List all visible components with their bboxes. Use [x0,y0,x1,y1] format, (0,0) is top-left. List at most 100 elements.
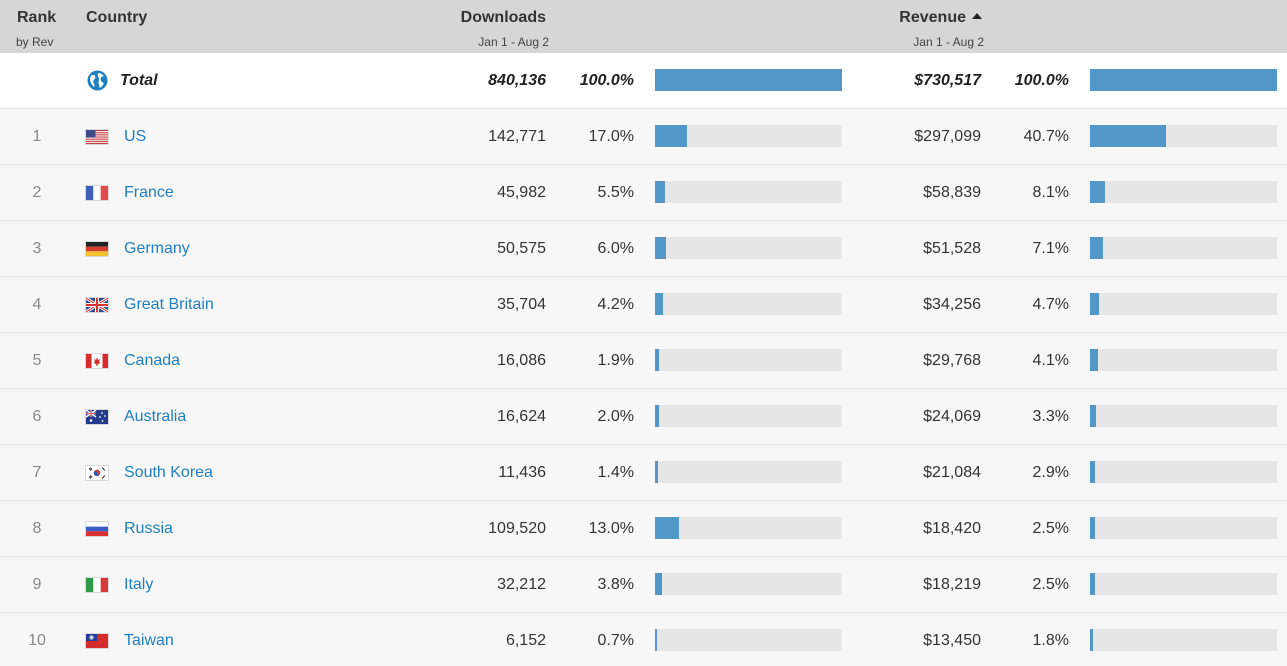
revenue-bar [1090,181,1277,203]
downloads-value: 16,086 [497,352,546,369]
downloads-value: 109,520 [488,520,546,537]
revenue-percent: 2.5% [1032,520,1069,537]
downloads-column-header[interactable]: Downloads [460,9,546,26]
sort-ascending-icon [972,13,982,19]
france-flag-icon [86,186,108,200]
downloads-bar-fill [655,181,665,203]
rank-number: 7 [32,464,42,481]
table-row: 2 France 45,982 5.5% $58,839 8.1% [0,165,1287,221]
revenue-value: $51,528 [923,240,981,257]
table-row: 5 Canada 16,086 1.9% $29,768 4.1% [0,333,1287,389]
table-row: 3 Germany 50,575 6.0% $51,528 7.1% [0,221,1287,277]
revenue-bar-fill [1090,237,1103,259]
rank-number: 3 [32,240,42,257]
revenue-column-label: Revenue [899,9,966,26]
downloads-bar-fill [655,237,666,259]
table-row: 1 US 142,771 17.0% $297,099 40.7% [0,109,1287,165]
revenue-column-header[interactable]: Revenue [899,9,982,27]
downloads-bar [655,461,842,483]
country-link[interactable]: Canada [124,352,181,369]
total-downloads-bar [655,69,842,91]
revenue-percent: 3.3% [1032,408,1069,425]
rank-column-subtitle: by Rev [16,35,54,49]
revenue-bar [1090,573,1277,595]
table-row: 8 Russia 109,520 13.0% $18,420 2.5% [0,501,1287,557]
downloads-percent: 13.0% [588,520,634,537]
taiwan-flag-icon [86,634,108,648]
country-column-header[interactable]: Country [86,9,148,26]
total-label: Total [120,72,158,89]
downloads-bar-fill [655,349,659,371]
country-link[interactable]: Australia [124,408,187,425]
downloads-value: 50,575 [497,240,546,257]
downloads-bar-fill [655,517,679,539]
rank-column-header[interactable]: Rank [17,9,57,26]
us-flag-icon [86,130,108,144]
revenue-percent: 4.1% [1032,352,1069,369]
revenue-bar [1090,629,1277,651]
revenue-bar [1090,293,1277,315]
total-revenue-bar [1090,69,1277,91]
revenue-bar [1090,405,1277,427]
revenue-percent: 40.7% [1023,128,1069,145]
italy-flag-icon [86,578,108,592]
table-row: 9 Italy 32,212 3.8% $18,219 2.5% [0,557,1287,613]
rank-number: 5 [32,352,42,369]
downloads-bar [655,181,842,203]
table-row: 10 Taiwan 6,152 0.7% $13,450 1.8% [0,613,1287,666]
country-link[interactable]: Germany [124,240,190,257]
downloads-bar [655,573,842,595]
downloads-bar-fill [655,573,662,595]
revenue-value: $13,450 [923,632,981,649]
downloads-value: 6,152 [505,632,546,649]
downloads-bar-fill [655,293,663,315]
revenue-percent: 8.1% [1032,184,1069,201]
revenue-value: $297,099 [914,128,981,145]
total-downloads-percent: 100.0% [579,72,634,89]
downloads-value: 32,212 [497,576,546,593]
germany-flag-icon [86,242,108,256]
downloads-percent: 1.4% [597,464,634,481]
south-korea-flag-icon [86,466,108,480]
downloads-percent: 2.0% [597,408,634,425]
revenue-date-range: Jan 1 - Aug 2 [913,35,984,49]
downloads-bar-fill [655,125,687,147]
table-row: 6 Australia 16,624 2.0% $24,069 3.3% [0,389,1287,445]
country-link[interactable]: France [124,184,174,201]
rank-number: 8 [32,520,42,537]
revenue-percent: 2.5% [1032,576,1069,593]
country-link[interactable]: US [124,128,147,145]
globe-icon [87,70,108,91]
revenue-bar-fill [1090,461,1095,483]
revenue-percent: 4.7% [1032,296,1069,313]
revenue-bar-fill [1090,405,1096,427]
country-link[interactable]: Taiwan [124,632,174,649]
country-link[interactable]: Great Britain [124,296,214,313]
rank-number: 1 [32,128,42,145]
downloads-percent: 3.8% [597,576,634,593]
revenue-bar-fill [1090,629,1093,651]
revenue-value: $29,768 [923,352,981,369]
revenue-bar-fill [1090,349,1098,371]
rank-number: 2 [32,184,42,201]
total-revenue-bar-fill [1090,69,1277,91]
country-link[interactable]: Russia [124,520,173,537]
downloads-bar-fill [655,405,659,427]
downloads-bar [655,517,842,539]
downloads-bar [655,237,842,259]
revenue-value: $34,256 [923,296,981,313]
downloads-value: 35,704 [497,296,546,313]
revenue-bar [1090,125,1277,147]
downloads-value: 11,436 [498,464,546,481]
revenue-value: $21,084 [923,464,981,481]
revenue-value: $58,839 [923,184,981,201]
country-link[interactable]: Italy [124,576,154,593]
revenue-bar [1090,517,1277,539]
rank-number: 9 [32,576,42,593]
downloads-percent: 5.5% [597,184,634,201]
downloads-value: 142,771 [488,128,546,145]
revenue-value: $18,420 [923,520,981,537]
revenue-bar-fill [1090,573,1095,595]
country-link[interactable]: South Korea [124,464,213,481]
